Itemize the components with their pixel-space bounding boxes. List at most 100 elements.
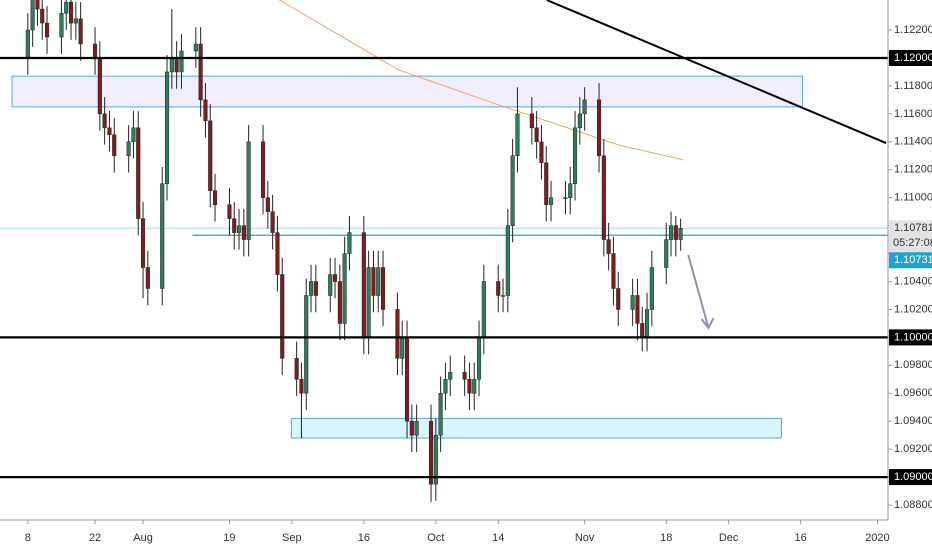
candle-body [44, 22, 50, 38]
y-tick-label: 1.11400 [894, 136, 932, 148]
zone [11, 75, 804, 108]
candle-body [548, 197, 554, 205]
candle-body [630, 295, 635, 310]
x-tick-label: 18 [660, 532, 672, 544]
ray-label: 1.10731 [894, 254, 932, 266]
candle-body [169, 57, 174, 73]
y-tick-label: 1.09800 [894, 359, 932, 371]
candle-body [332, 274, 338, 282]
candle-body [606, 239, 611, 254]
price-axis [888, 0, 932, 550]
last-price-label: 1.10781 [894, 222, 932, 234]
y-tick-label: 1.12200 [894, 24, 932, 36]
candle-body [505, 225, 510, 296]
x-tick-label: Oct [427, 532, 444, 544]
y-tick-label: 1.09000 [894, 471, 932, 483]
candle-body [448, 372, 453, 380]
candle-body [107, 127, 112, 136]
candle-body [433, 434, 438, 485]
level-label-bg [889, 49, 932, 66]
candle-body [414, 420, 419, 436]
candle-body [328, 274, 333, 296]
x-tick-label: Aug [133, 532, 153, 544]
x-tick-label: 2020 [865, 532, 889, 544]
candle-body [265, 197, 270, 212]
y-tick-label: 1.12000 [894, 52, 932, 64]
candle-body [496, 281, 501, 296]
candle-body [347, 232, 352, 254]
candle-body [462, 372, 467, 380]
candle-body [438, 393, 443, 436]
candle-body [97, 57, 102, 115]
y-tick-label: 1.11800 [894, 80, 932, 92]
candle-body [208, 120, 213, 191]
countdown: 05:27:08 [893, 237, 932, 249]
candle-body [572, 127, 578, 184]
candle-body [644, 309, 650, 338]
x-tick-label: 22 [89, 532, 101, 544]
candle-body [611, 253, 616, 289]
candle-body [371, 267, 376, 296]
candle-body [664, 239, 669, 268]
candle-body [476, 337, 482, 380]
candle-body [193, 43, 198, 52]
candle-body [366, 267, 371, 338]
candle-body [467, 379, 472, 394]
x-tick-label: 16 [358, 532, 370, 544]
candle-body [534, 127, 539, 143]
candle-body [25, 29, 30, 59]
y-tick-label: 1.08800 [894, 499, 932, 511]
candle-body [68, 1, 74, 24]
y-tick-label: 1.10400 [894, 275, 932, 287]
candle-body [145, 267, 150, 289]
candle-body [337, 281, 342, 324]
candle-body [270, 211, 275, 233]
candle-body [500, 295, 506, 297]
candle-body [299, 379, 304, 394]
candle-body [246, 141, 251, 240]
candle-body [472, 379, 477, 394]
candle-body [35, 0, 40, 10]
candle-body [529, 113, 534, 129]
candle-body [380, 267, 386, 310]
candle-body [428, 420, 434, 485]
x-tick-label: Dec [719, 532, 739, 544]
candle-body [102, 113, 107, 129]
y-tick-label: 1.09200 [894, 443, 932, 455]
candle-body [126, 141, 131, 157]
candle-body [198, 43, 203, 101]
candle-body [400, 337, 405, 359]
candle-body [294, 358, 299, 380]
candle-body [563, 197, 568, 199]
candle-body [112, 134, 117, 157]
y-tick-label: 1.09400 [894, 415, 932, 427]
candle-body [640, 323, 645, 338]
x-tick-label: 8 [25, 532, 31, 544]
candle-body [395, 309, 400, 359]
candle-body [616, 288, 621, 310]
x-tick-label: 16 [795, 532, 807, 544]
candle-body [203, 99, 208, 122]
x-tick-label: 19 [223, 532, 235, 544]
x-tick-label: 14 [492, 532, 504, 544]
ray-tag-bg [889, 252, 932, 269]
candle-body [582, 99, 587, 115]
candle-body [649, 267, 654, 310]
candle-body [275, 232, 280, 275]
candle-body [30, 0, 35, 31]
candle-body [174, 57, 179, 73]
candle-body [78, 18, 83, 45]
candle-body [136, 127, 141, 219]
candle-body [515, 113, 520, 157]
candle-body [164, 71, 170, 184]
candle-body [481, 281, 486, 338]
candle-body [304, 295, 309, 394]
candle-body [404, 337, 410, 422]
candle-body [668, 225, 674, 240]
y-tick-label: 1.11600 [894, 108, 932, 120]
y-tick-label: 1.09600 [894, 387, 932, 399]
candle-body [313, 281, 318, 296]
level-label-bg [889, 469, 932, 486]
x-tick-label: Nov [575, 532, 595, 544]
